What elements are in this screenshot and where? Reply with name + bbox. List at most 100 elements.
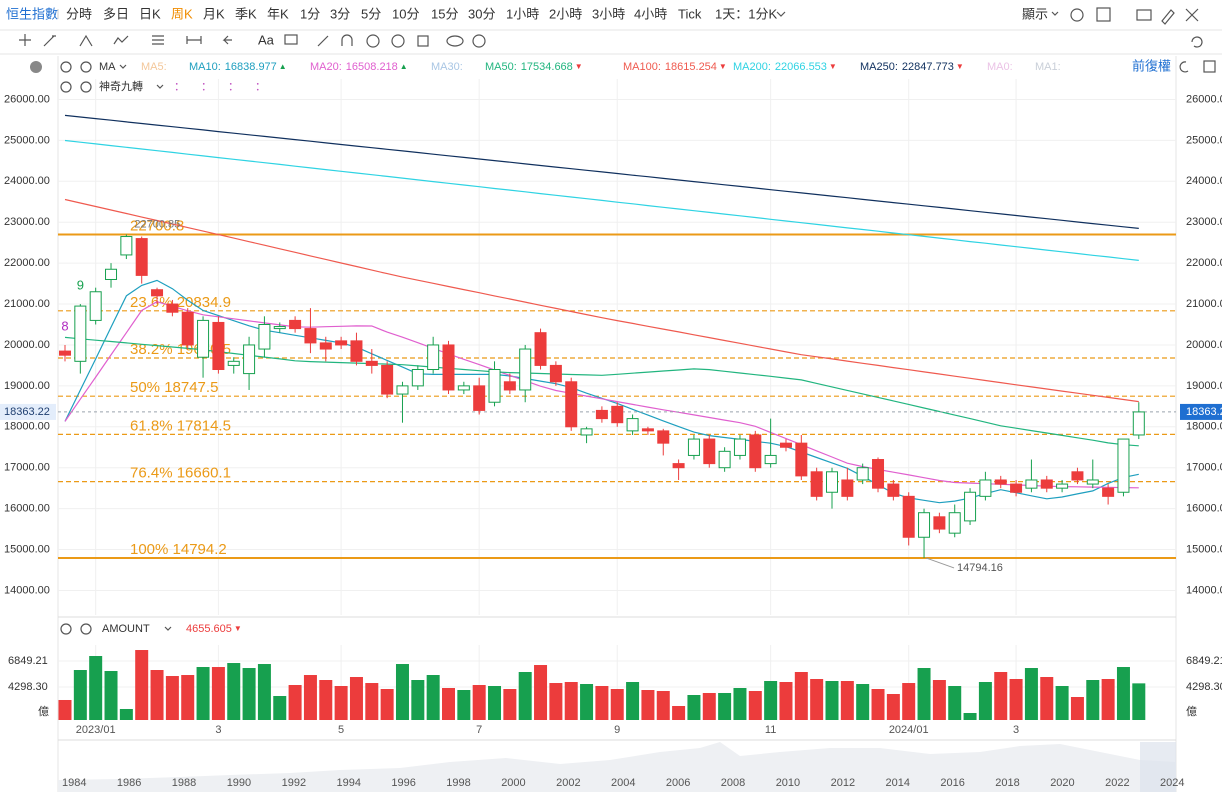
interval-tab[interactable]: 3分	[330, 6, 350, 21]
display-menu[interactable]: 顯示	[1022, 6, 1048, 21]
ma-legend-label[interactable]: MA50:	[485, 61, 517, 73]
x-tick-label: 11	[765, 724, 776, 736]
ma-legend-label[interactable]: MA20:	[310, 61, 342, 73]
pen-icon[interactable]	[1161, 9, 1175, 25]
interval-tab[interactable]: 3小時	[592, 6, 625, 21]
volume-bar	[104, 671, 118, 720]
arrow-tool[interactable]	[222, 35, 232, 45]
ma-legend-label[interactable]: MA0:	[987, 61, 1013, 73]
visibility-tool[interactable]	[446, 35, 464, 47]
interval-tab[interactable]: 日K	[139, 6, 161, 21]
ma-legend-value: 17534.668	[521, 61, 573, 73]
undo-icon[interactable]	[1191, 36, 1203, 48]
interval-tab[interactable]: 15分	[431, 6, 458, 21]
candle-body	[810, 471, 823, 497]
volume-bar	[1009, 679, 1023, 720]
candle-body	[503, 381, 516, 391]
settings-icon[interactable]	[1070, 8, 1084, 22]
fib-tool[interactable]	[152, 35, 164, 45]
trendline-tool[interactable]	[43, 35, 56, 47]
volume-settings[interactable]	[60, 623, 72, 635]
overlay-settings[interactable]	[60, 81, 72, 93]
navigator-window[interactable]	[1140, 742, 1176, 792]
dropdown-icon[interactable]	[776, 11, 786, 17]
volume-bar	[58, 699, 72, 720]
interval-tab[interactable]: Tick	[678, 6, 702, 21]
collapse-icon[interactable]	[30, 61, 42, 73]
candle-body	[197, 319, 210, 358]
ma-legend-label[interactable]: MA100:	[623, 61, 661, 73]
dropdown-icon[interactable]	[164, 626, 172, 631]
interval-select[interactable]: 1天：1分K	[715, 6, 777, 21]
volume-bar	[196, 667, 210, 720]
note-tool[interactable]	[284, 34, 298, 45]
expand-icon[interactable]	[1203, 60, 1216, 73]
layout-icon[interactable]	[1096, 7, 1111, 22]
ruler-tool[interactable]	[317, 35, 329, 47]
measure-tool[interactable]	[186, 36, 202, 44]
dropdown-icon[interactable]	[119, 64, 127, 69]
y-tick-label: 23000.00	[4, 216, 50, 228]
candle-body	[519, 348, 532, 391]
interval-tab[interactable]: 年K	[267, 6, 289, 21]
ma-legend-label[interactable]: MA5:	[141, 61, 167, 73]
interval-tab[interactable]: 多日	[103, 6, 129, 21]
channel-tool[interactable]	[79, 34, 93, 47]
crosshair-tool[interactable]	[19, 34, 31, 46]
interval-tab[interactable]: 1分	[300, 6, 320, 21]
ma-legend-label[interactable]: MA1:	[1035, 61, 1061, 73]
navigator-year: 2012	[831, 777, 855, 789]
ma-legend-label[interactable]: MA10:	[189, 61, 221, 73]
interval-tab[interactable]: 1小時	[506, 6, 539, 21]
navigator-year: 1998	[446, 777, 470, 789]
magnet-tool[interactable]	[341, 34, 353, 46]
camera-icon[interactable]	[1136, 9, 1152, 21]
ma-legend-label[interactable]: MA250:	[860, 61, 898, 73]
interval-tab[interactable]: 5分	[361, 6, 381, 21]
text-tool[interactable]: Aa	[258, 32, 275, 47]
interval-tab[interactable]: 分時	[66, 6, 92, 21]
dropdown-icon[interactable]	[156, 84, 164, 89]
lock-tool[interactable]	[366, 34, 380, 48]
volume-bar	[380, 689, 394, 720]
candle-body	[641, 428, 654, 432]
interval-tab[interactable]: 月K	[203, 6, 225, 21]
fullscreen-icon[interactable]	[1185, 8, 1199, 22]
tool-settings[interactable]	[472, 34, 486, 48]
volume-bar	[457, 690, 471, 720]
y-tick-label: 18000.00	[4, 421, 50, 433]
overlay-name[interactable]: 神奇九轉	[99, 79, 143, 93]
candle-body	[856, 467, 869, 481]
symbol[interactable]: 恒生指數	[6, 6, 58, 21]
indicator-settings[interactable]	[60, 61, 72, 73]
pattern-tool[interactable]	[113, 35, 129, 45]
volume-bar	[564, 682, 578, 720]
indicator-name[interactable]: MA	[99, 61, 116, 73]
interval-tab[interactable]: 10分	[392, 6, 419, 21]
volume-bar	[227, 663, 241, 720]
y-tick-label: 15000.00	[4, 543, 50, 555]
volume-unit-left: 億	[38, 705, 49, 718]
dropdown-icon[interactable]	[1051, 11, 1059, 16]
candle-body	[319, 342, 332, 350]
delete-tool[interactable]	[417, 35, 429, 47]
interval-tab[interactable]: 季K	[235, 6, 257, 21]
candle-body	[304, 328, 317, 344]
hide-tool[interactable]	[391, 34, 405, 48]
interval-tab[interactable]: 30分	[468, 6, 495, 21]
volume-close[interactable]	[80, 623, 92, 635]
interval-tab[interactable]: 4小時	[634, 6, 667, 21]
volume-indicator[interactable]: AMOUNT	[102, 623, 150, 635]
indicator-close[interactable]	[80, 61, 92, 73]
overlay-close[interactable]	[80, 81, 92, 93]
volume-bar	[932, 680, 946, 720]
adjust-mode[interactable]: 前復權	[1132, 58, 1171, 73]
ma-legend-label[interactable]: MA200:	[733, 61, 771, 73]
reset-icon[interactable]	[1179, 61, 1189, 73]
volume-bar	[856, 684, 870, 720]
interval-tab[interactable]: 周K	[171, 6, 193, 21]
interval-tab[interactable]: 2小時	[549, 6, 582, 21]
ma-legend-label[interactable]: MA30:	[431, 61, 463, 73]
navigator-year: 2016	[940, 777, 964, 789]
